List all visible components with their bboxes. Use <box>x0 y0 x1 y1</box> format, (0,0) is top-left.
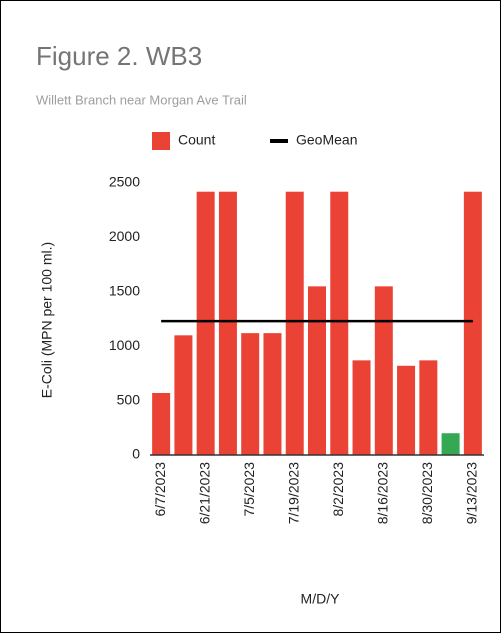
y-tick-label: 1500 <box>109 283 140 299</box>
legend-label: Count <box>178 132 215 148</box>
y-tick-label: 2000 <box>109 228 140 244</box>
bar <box>196 191 215 456</box>
x-tick-label: 7/19/2023 <box>285 462 301 524</box>
bar <box>218 191 237 456</box>
bar <box>441 433 460 455</box>
bar <box>308 286 326 455</box>
legend-label: GeoMean <box>296 132 357 148</box>
x-tick-label: 6/7/2023 <box>152 462 168 517</box>
bar <box>397 365 416 455</box>
chart-title: Figure 2. WB3 <box>36 41 202 71</box>
bar <box>152 392 171 455</box>
bar <box>174 335 193 455</box>
y-tick-label: 500 <box>117 391 141 407</box>
x-tick-label: 8/16/2023 <box>375 462 391 524</box>
legend-swatch <box>152 132 170 150</box>
bar <box>263 333 282 455</box>
x-tick-label: 7/5/2023 <box>241 462 257 517</box>
bar <box>374 286 393 455</box>
chart-subtitle: Willett Branch near Morgan Ave Trail <box>36 92 247 107</box>
x-tick-label: 8/30/2023 <box>419 462 435 524</box>
y-tick-label: 0 <box>132 446 140 462</box>
y-axis-title: E-Coli (MPN per 100 ml.) <box>39 242 55 398</box>
y-tick-label: 2500 <box>109 174 140 190</box>
y-tick-label: 1000 <box>109 337 140 353</box>
x-axis-title: M/D/Y <box>301 591 341 607</box>
bar <box>352 360 371 455</box>
x-tick-label: 6/21/2023 <box>196 462 212 524</box>
bar <box>285 191 304 456</box>
bar <box>419 360 438 455</box>
bar <box>241 333 260 455</box>
x-tick-label: 8/2/2023 <box>330 462 346 517</box>
x-tick-label: 9/13/2023 <box>464 462 480 524</box>
bar <box>463 191 482 456</box>
bar <box>330 191 349 456</box>
